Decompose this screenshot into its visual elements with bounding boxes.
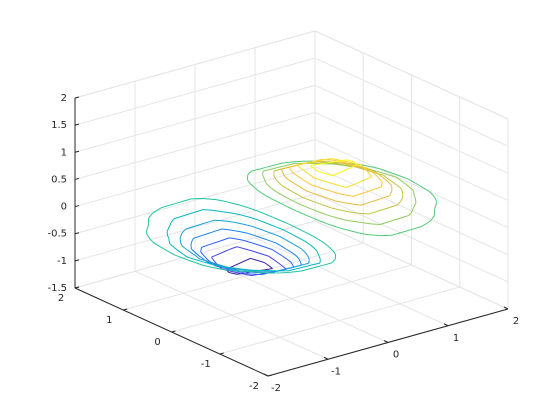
z-tick [74, 232, 80, 235]
x-tick [323, 356, 329, 360]
x-tick [383, 340, 389, 343]
grid-line [74, 193, 316, 262]
grid-line [74, 84, 316, 153]
grid-line [314, 57, 509, 147]
z-tick-label: 0 [61, 202, 67, 213]
contour-line [288, 159, 383, 197]
z-tick [74, 259, 80, 262]
y-tick [267, 374, 273, 377]
grid-line [314, 166, 509, 256]
grid-line [314, 139, 509, 229]
grid-line [74, 57, 316, 126]
z-tick [74, 205, 80, 208]
y-tick-label: -2 [249, 381, 259, 392]
contour-line [146, 198, 337, 274]
grid-line [219, 286, 460, 355]
grid-line [123, 242, 364, 311]
x-tick [263, 373, 269, 377]
contour-line [296, 158, 373, 188]
z-tick-label: 1 [61, 147, 67, 158]
x-tick [503, 306, 509, 310]
z-tick [74, 96, 80, 99]
contour-line [246, 160, 437, 237]
y-tick [219, 352, 224, 355]
grid-line [171, 264, 412, 333]
z-tick [74, 286, 80, 289]
y-tick [123, 308, 128, 311]
contour-line [273, 162, 404, 215]
grid-line [314, 84, 509, 174]
z-tick-label: 1.5 [51, 120, 67, 131]
box-edge [74, 30, 316, 99]
contour-line [281, 160, 393, 206]
grid-line [314, 111, 509, 201]
grid-line [74, 139, 316, 208]
contour-line [310, 159, 358, 177]
y-tick-label: 2 [58, 293, 64, 304]
y-tick-label: -1 [201, 359, 211, 370]
x-tick-label: 2 [513, 316, 519, 327]
y-tick-label: 1 [106, 315, 112, 326]
z-tick [74, 123, 80, 126]
grid-line [314, 220, 509, 310]
z-tick-label: -1.5 [47, 283, 67, 294]
x-tick-label: 1 [453, 333, 459, 344]
contour-line [262, 162, 417, 226]
contour-line [166, 209, 321, 272]
y-tick-label: 0 [154, 337, 160, 348]
x-tick-label: -1 [331, 366, 341, 377]
z-tick [74, 150, 80, 153]
z-tick [74, 177, 80, 180]
grid-line [74, 111, 316, 180]
x-tick-label: 0 [393, 350, 399, 361]
x-tick [443, 323, 449, 327]
y-tick [171, 330, 176, 333]
grid-line [74, 220, 316, 289]
z-tick-label: 2 [61, 93, 67, 104]
grid-line [314, 193, 509, 283]
box-edge [314, 30, 509, 120]
z-tick-label: -1 [57, 256, 67, 267]
x-tick-label: -2 [271, 383, 281, 394]
z-tick-label: 0.5 [51, 174, 67, 185]
z-tick-label: -0.5 [47, 229, 67, 240]
